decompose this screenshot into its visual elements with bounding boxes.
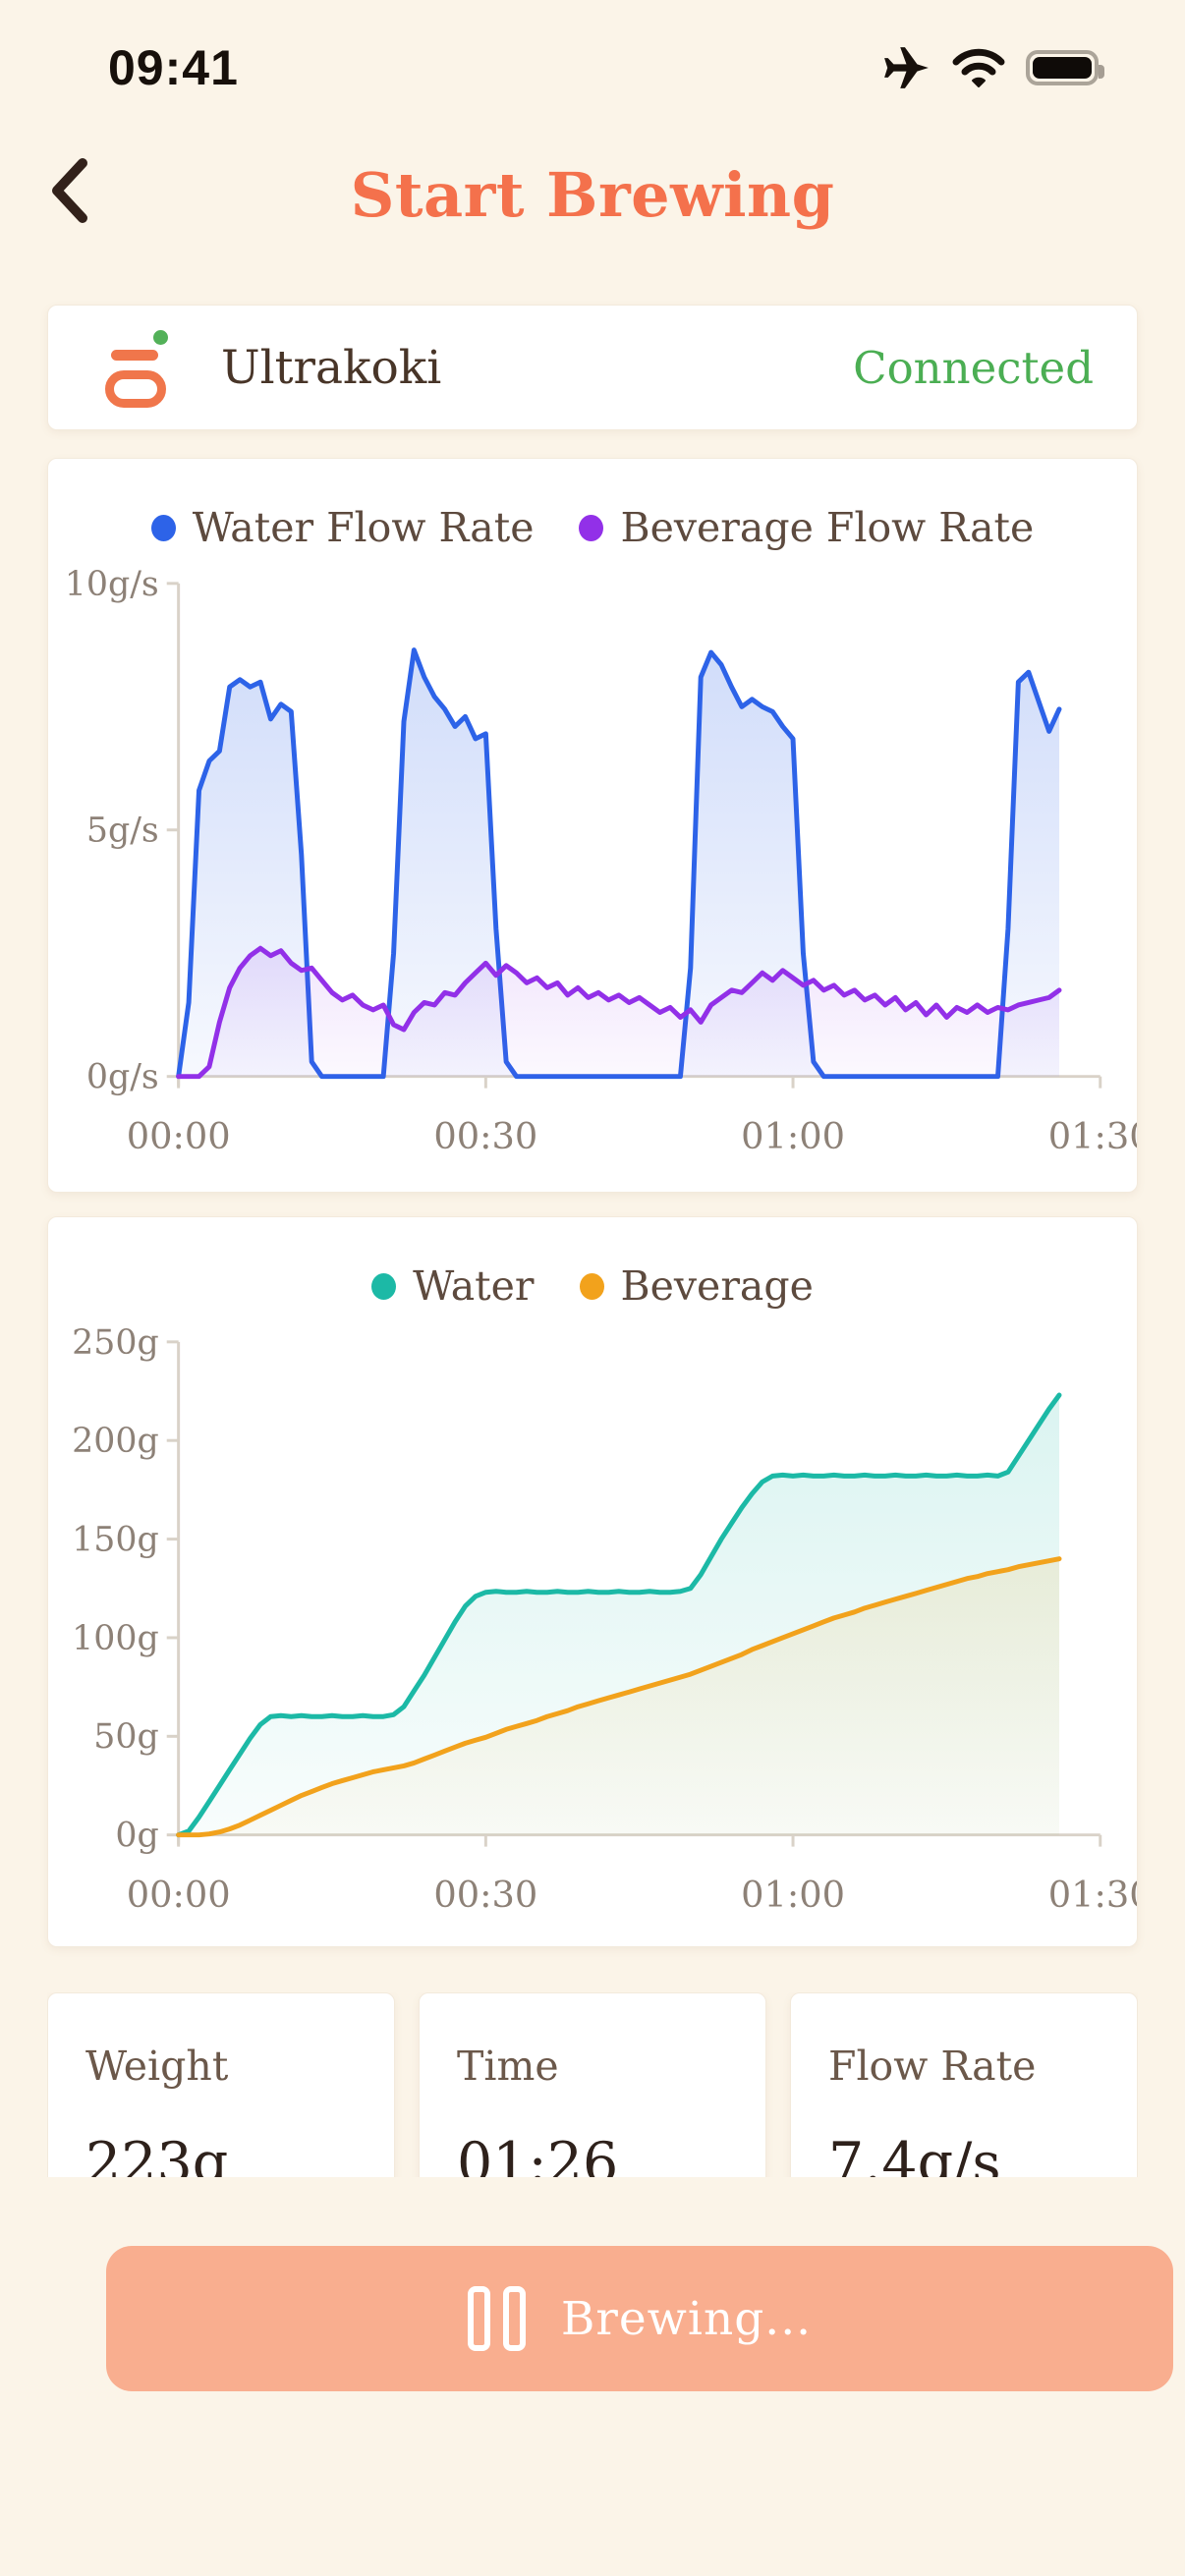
- legend-dot: [150, 514, 176, 541]
- chart-area: [178, 948, 1060, 1077]
- stat-value: 7.4g/s: [828, 2131, 1001, 2177]
- legend-label: Beverage: [620, 1262, 814, 1310]
- device-online-dot: [153, 330, 168, 345]
- legend-dot: [579, 1272, 604, 1300]
- chart-area: [178, 649, 1060, 1077]
- x-tick-label: 00:00: [127, 1874, 231, 1916]
- brewing-button[interactable]: Brewing...: [106, 2246, 1173, 2391]
- legend-dot: [371, 1272, 397, 1300]
- chart-line: [176, 945, 1062, 1080]
- stat-label: Time: [457, 2043, 559, 2090]
- status-bar: 09:41: [0, 0, 1185, 95]
- y-tick-label: 0g/s: [86, 1058, 159, 1097]
- stat-card-flow-rate: Flow Rate 7.4g/s: [790, 1992, 1138, 2177]
- pause-icon: [467, 2286, 526, 2351]
- chart-line: [176, 1556, 1062, 1838]
- stat-card-time: Time 01:26: [419, 1992, 766, 2177]
- stat-value: 01:26: [457, 2131, 619, 2177]
- stat-label: Weight: [85, 2043, 229, 2090]
- device-status-badge: Connected: [853, 341, 1094, 394]
- y-tick-label: 0g: [115, 1817, 158, 1856]
- battery-nub: [1099, 65, 1104, 79]
- flow-rate-chart: 0g/s 5g/s 10g/s 00:00 00:30 01:00 01:30: [65, 565, 1137, 1157]
- stats-row: Weight 223g Time 01:26 Flow Rate 7.4g/s: [47, 1992, 1138, 2177]
- flow-rate-chart-card: Water Flow Rate Beverage Flow Rate 0g/s 5g…: [47, 458, 1138, 1193]
- back-button[interactable]: [39, 153, 98, 230]
- device-name: Ultrakoki: [221, 340, 442, 395]
- y-tick-label: 10g/s: [65, 565, 159, 604]
- stat-card-weight: Weight 223g: [47, 1992, 395, 2177]
- brewing-button-label: Brewing...: [560, 2291, 813, 2346]
- x-tick-label: 00:00: [127, 1115, 231, 1157]
- legend-item: Beverage Flow Rate: [579, 504, 1034, 551]
- y-tick-label: 200g: [72, 1422, 159, 1461]
- y-tick-label: 150g: [72, 1521, 159, 1560]
- x-tick-label: 00:30: [433, 1115, 537, 1157]
- legend-label: Beverage Flow Rate: [620, 504, 1035, 551]
- wifi-icon: [952, 48, 1005, 87]
- x-tick-label: 01:00: [741, 1874, 845, 1916]
- weight-chart-legend: Water Beverage: [48, 1259, 1137, 1314]
- chevron-left-icon: [52, 157, 87, 223]
- legend-item: Beverage: [579, 1262, 814, 1310]
- x-tick-label: 01:30: [1048, 1874, 1137, 1916]
- y-tick-label: 100g: [72, 1619, 159, 1658]
- content: Ultrakoki Connected Water Flow Rate Bever…: [0, 305, 1185, 2391]
- device-card[interactable]: Ultrakoki Connected: [47, 305, 1138, 430]
- weight-chart-card: Water Beverage 0g 50g 100g 150g 200g 250g 00:00…: [47, 1216, 1138, 1947]
- x-tick-label: 01:30: [1048, 1115, 1137, 1157]
- status-icons: [882, 43, 1104, 92]
- flow-chart-legend: Water Flow Rate Beverage Flow Rate: [48, 500, 1137, 555]
- y-tick-label: 50g: [93, 1717, 159, 1757]
- y-tick-label: 5g/s: [86, 812, 159, 851]
- coffee-grinder-icon: [105, 330, 176, 408]
- legend-dot: [579, 514, 604, 541]
- status-time: 09:41: [108, 40, 239, 95]
- x-tick-label: 01:00: [741, 1115, 845, 1157]
- page-title: Start Brewing: [350, 158, 835, 231]
- legend-label: Water Flow Rate: [192, 504, 535, 551]
- nav-header: Start Brewing: [0, 147, 1185, 242]
- legend-label: Water: [413, 1262, 535, 1310]
- legend-item: Water: [371, 1262, 535, 1310]
- stat-label: Flow Rate: [828, 2043, 1037, 2090]
- y-tick-label: 250g: [72, 1323, 159, 1363]
- battery-icon: [1026, 50, 1104, 85]
- weight-chart: 0g 50g 100g 150g 200g 250g 00:00 00:30 01:00 01:3…: [72, 1323, 1137, 1916]
- battery-fill: [1033, 57, 1092, 79]
- legend-item: Water Flow Rate: [150, 504, 535, 551]
- chart-line: [176, 1392, 1062, 1838]
- stat-value: 223g: [85, 2131, 229, 2177]
- x-tick-label: 00:30: [433, 1874, 537, 1916]
- airplane-mode-icon: [884, 47, 929, 88]
